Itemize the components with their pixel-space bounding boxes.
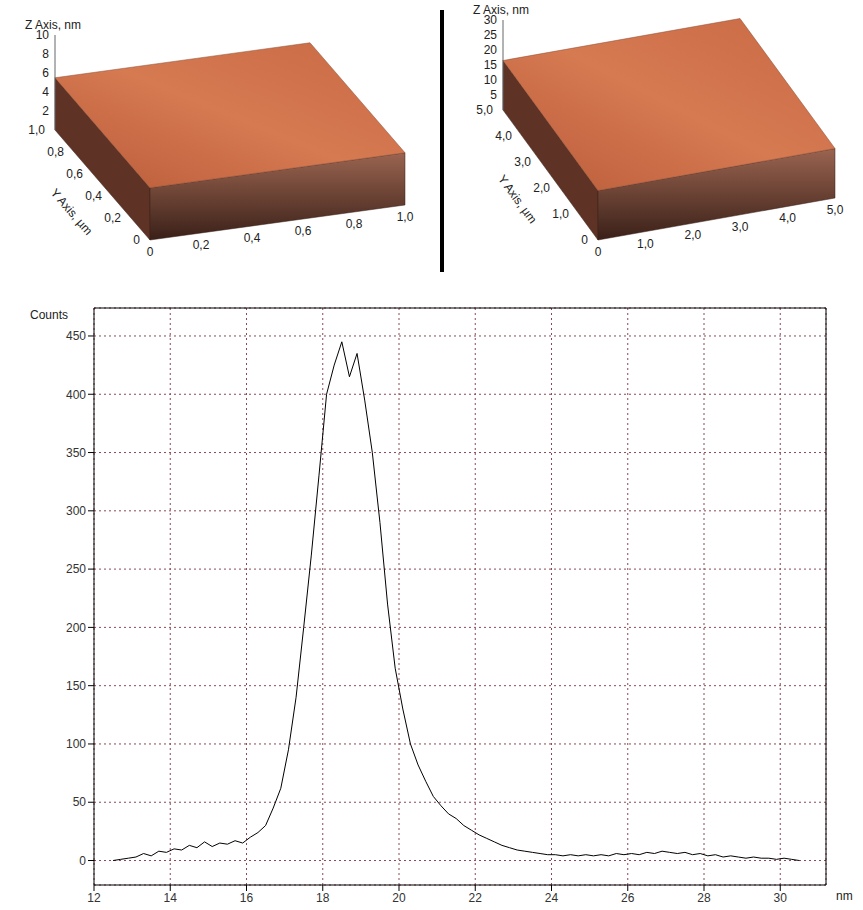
svg-text:0,4: 0,4	[85, 189, 102, 203]
svg-text:1,0: 1,0	[637, 237, 654, 251]
svg-text:50: 50	[73, 795, 87, 809]
svg-text:0,8: 0,8	[47, 145, 64, 159]
svg-text:18: 18	[316, 891, 330, 905]
svg-text:0,4: 0,4	[244, 231, 261, 245]
svg-text:0: 0	[133, 233, 140, 247]
svg-text:28: 28	[697, 891, 711, 905]
svg-text:4: 4	[42, 85, 49, 99]
svg-text:0: 0	[79, 854, 86, 868]
svg-text:22: 22	[469, 891, 483, 905]
svg-text:1,0: 1,0	[28, 123, 45, 137]
svg-text:150: 150	[66, 679, 86, 693]
svg-text:12: 12	[87, 891, 101, 905]
svg-text:14: 14	[164, 891, 178, 905]
svg-text:1,0: 1,0	[552, 207, 569, 221]
svg-text:2,0: 2,0	[684, 228, 701, 242]
html-text:Counts: Counts	[30, 308, 68, 322]
svg-text:1,0: 1,0	[397, 210, 414, 224]
svg-text:300: 300	[66, 504, 86, 518]
svg-text:0,6: 0,6	[295, 224, 312, 238]
svg-text:20: 20	[392, 891, 406, 905]
svg-text:20: 20	[484, 43, 498, 57]
svg-text:Z Axis, nm: Z Axis, nm	[473, 3, 529, 17]
svg-text:0,2: 0,2	[104, 211, 121, 225]
svg-text:350: 350	[66, 446, 86, 460]
svg-text:30: 30	[483, 13, 497, 27]
svg-text:6: 6	[42, 66, 49, 80]
svg-text:10: 10	[35, 28, 49, 42]
svg-text:2,0: 2,0	[533, 181, 550, 195]
svg-text:5,0: 5,0	[827, 203, 844, 217]
svg-text:25: 25	[484, 28, 498, 42]
svg-text:3,0: 3,0	[514, 155, 531, 169]
svg-text:0: 0	[595, 245, 602, 259]
svg-text:400: 400	[66, 388, 86, 402]
svg-text:24: 24	[545, 891, 559, 905]
svg-text:450: 450	[66, 329, 86, 343]
svg-text:5,0: 5,0	[476, 103, 493, 117]
svg-text:30: 30	[774, 891, 788, 905]
svg-text:Y Axis, µm: Y Axis, µm	[48, 186, 96, 238]
svg-text:26: 26	[621, 891, 635, 905]
svg-text:2: 2	[42, 104, 49, 118]
svg-text:0,6: 0,6	[66, 167, 83, 181]
svg-text:0: 0	[581, 233, 588, 247]
svg-text:100: 100	[66, 737, 86, 751]
svg-text:3,0: 3,0	[732, 220, 749, 234]
svg-text:200: 200	[66, 621, 86, 635]
svg-text:15: 15	[484, 58, 498, 72]
svg-text:250: 250	[66, 562, 86, 576]
svg-text:4,0: 4,0	[779, 211, 796, 225]
svg-text:Z Axis, nm: Z Axis, nm	[25, 18, 81, 32]
svg-text:5: 5	[490, 88, 497, 102]
svg-text:10: 10	[484, 73, 498, 87]
svg-text:8: 8	[42, 47, 49, 61]
svg-text:0,2: 0,2	[193, 238, 210, 252]
svg-text:0,8: 0,8	[346, 217, 363, 231]
svg-text:4,0: 4,0	[495, 129, 512, 143]
svg-text:16: 16	[240, 891, 254, 905]
svg-text:Y Axis, µm: Y Axis, µm	[495, 172, 540, 226]
svg-text:0: 0	[147, 245, 154, 259]
html-text:nm: nm	[836, 889, 853, 903]
